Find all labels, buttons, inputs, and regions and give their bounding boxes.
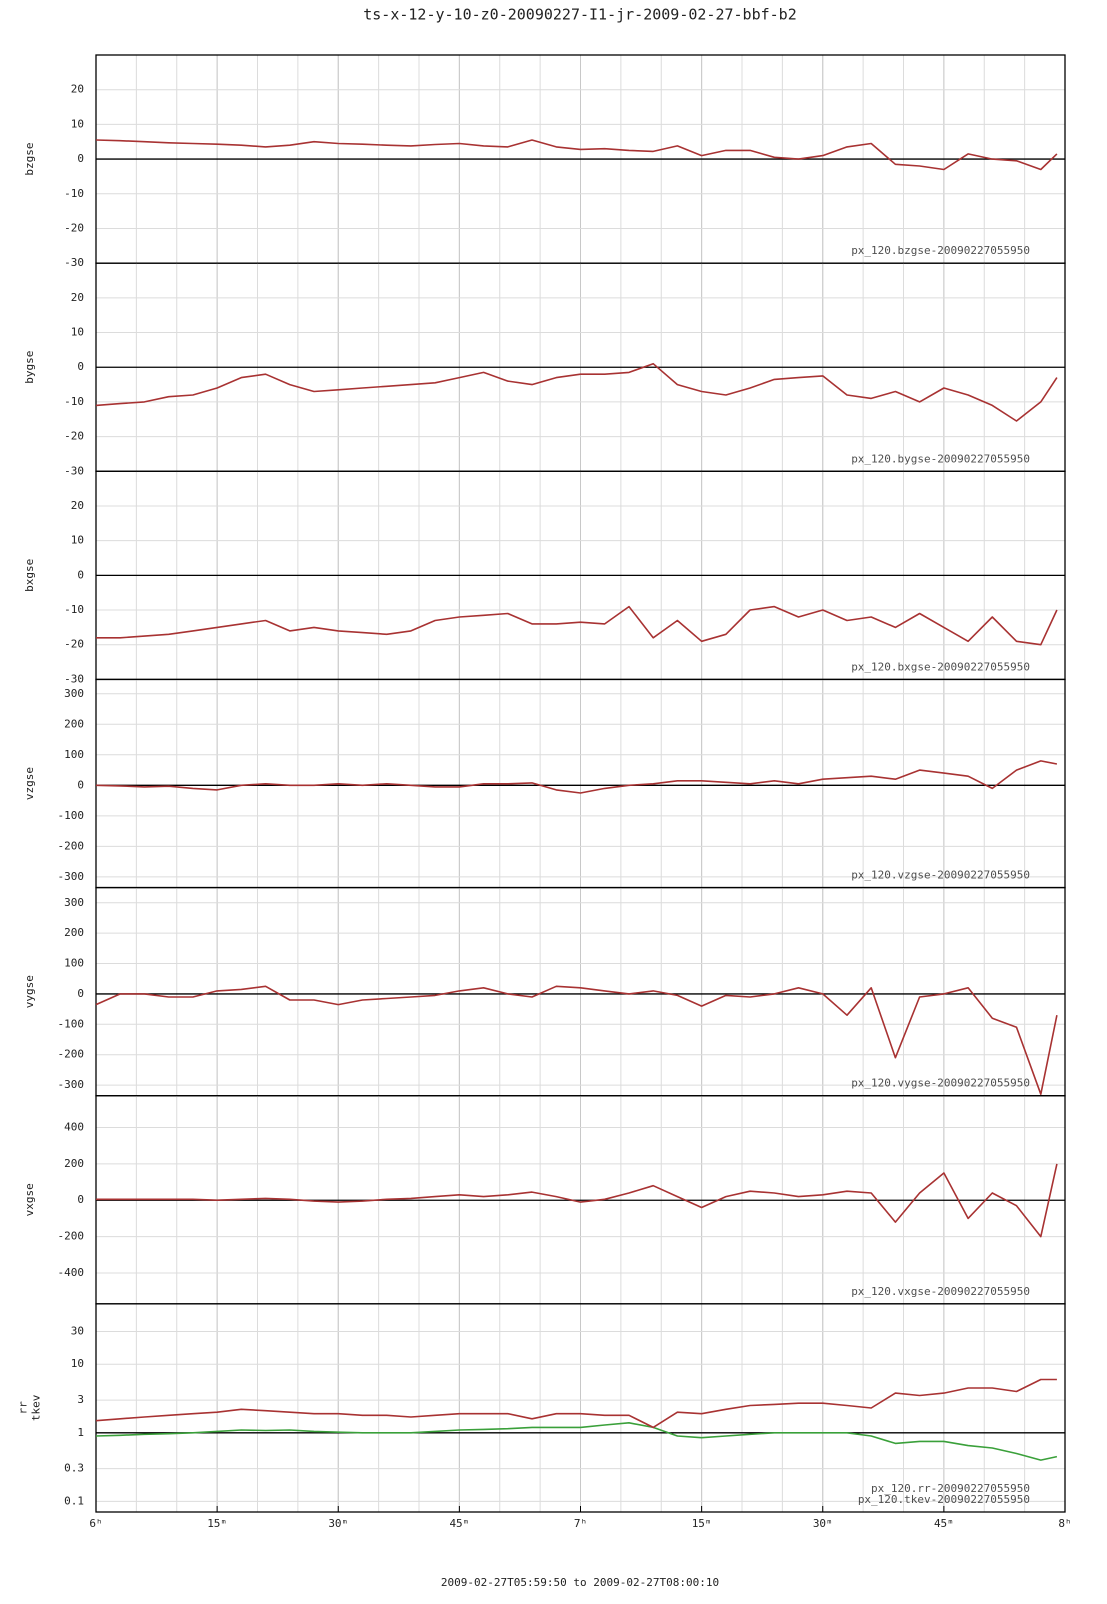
y-axis-label: vygse: [23, 975, 36, 1008]
y-tick-label: -300: [58, 870, 85, 883]
y-tick-label: -10: [64, 395, 84, 408]
y-tick-label: -20: [64, 430, 84, 443]
y-tick-label: 30: [71, 1325, 84, 1338]
x-tick-label: 45ᵐ: [934, 1517, 954, 1530]
y-tick-label: 0: [77, 360, 84, 373]
y-tick-label: -100: [58, 1017, 85, 1030]
y-tick-label: 20: [71, 83, 84, 96]
y-tick-label: 10: [71, 1357, 84, 1370]
y-tick-label: 10: [71, 534, 84, 547]
y-tick-label: -30: [64, 672, 84, 685]
y-tick-label: -10: [64, 187, 84, 200]
legend-label: px_120.bzgse-20090227055950: [851, 244, 1030, 257]
legend-label: px_120.bygse-20090227055950: [851, 452, 1030, 465]
y-tick-label: 3: [77, 1393, 84, 1406]
y-tick-label: 0.1: [64, 1494, 84, 1507]
y-tick-label: -400: [58, 1266, 85, 1279]
y-axis-label: tkev: [30, 1394, 43, 1421]
x-tick-label: 15ᵐ: [692, 1517, 712, 1530]
x-tick-label: 30ᵐ: [813, 1517, 833, 1530]
x-tick-label: 6ʰ: [89, 1517, 102, 1530]
legend-label: px_120.rr-20090227055950: [871, 1482, 1030, 1495]
y-tick-label: -20: [64, 221, 84, 234]
x-tick-label: 15ᵐ: [207, 1517, 227, 1530]
y-tick-label: 200: [64, 1157, 84, 1170]
y-tick-label: -200: [58, 1048, 85, 1061]
series-line: [95, 362, 1058, 422]
y-tick-label: -300: [58, 1078, 85, 1091]
legend-label: px_120.vxgse-20090227055950: [851, 1285, 1030, 1298]
y-tick-label: -30: [64, 256, 84, 269]
y-tick-label: 100: [64, 748, 84, 761]
panel-frame: [95, 1303, 1066, 1513]
y-tick-label: 0.3: [64, 1462, 84, 1475]
legend-label: px_120.tkev-20090227055950: [858, 1493, 1030, 1506]
y-axis-label: bxgse: [23, 559, 36, 592]
series-line: [95, 985, 1058, 1095]
y-axis-label: vxgse: [23, 1183, 36, 1216]
legend-label: px_120.vzgse-20090227055950: [851, 869, 1030, 882]
y-tick-label: 400: [64, 1121, 84, 1134]
y-axis-label: rr: [17, 1401, 30, 1415]
y-tick-label: 100: [64, 957, 84, 970]
y-tick-label: 0: [77, 987, 84, 1000]
y-tick-label: 0: [77, 152, 84, 165]
y-tick-label: 0: [77, 1193, 84, 1206]
y-tick-label: -20: [64, 638, 84, 651]
y-tick-label: -200: [58, 839, 85, 852]
y-tick-label: -30: [64, 464, 84, 477]
x-range-label: 2009-02-27T05:59:50 to 2009-02-27T08:00:…: [441, 1576, 719, 1589]
y-tick-label: -10: [64, 603, 84, 616]
series-line: [95, 139, 1058, 171]
x-tick-label: 7ʰ: [574, 1517, 587, 1530]
y-tick-label: -100: [58, 809, 85, 822]
y-tick-label: 10: [71, 326, 84, 339]
y-tick-label: 10: [71, 117, 84, 130]
y-axis-label: bzgse: [23, 143, 36, 176]
legend-label: px_120.bxgse-20090227055950: [851, 660, 1030, 673]
y-tick-label: 20: [71, 291, 84, 304]
y-tick-label: 300: [64, 687, 84, 700]
legend-label: px_120.vygse-20090227055950: [851, 1077, 1030, 1090]
y-tick-label: 0: [77, 778, 84, 791]
y-tick-label: 1: [77, 1426, 84, 1439]
y-tick-label: 300: [64, 896, 84, 909]
x-tick-label: 30ᵐ: [328, 1517, 348, 1530]
chart-title: ts-x-12-y-10-z0-20090227-I1-jr-2009-02-2…: [363, 6, 796, 24]
y-tick-label: 20: [71, 499, 84, 512]
y-tick-label: -200: [58, 1230, 85, 1243]
series-line: [95, 1422, 1058, 1461]
x-tick-label: 8ʰ: [1058, 1517, 1071, 1530]
series-line: [96, 605, 1058, 646]
series-line: [96, 1163, 1058, 1238]
y-tick-label: 0: [77, 568, 84, 581]
y-axis-label: bygse: [23, 351, 36, 384]
series-line: [95, 760, 1058, 794]
y-tick-label: 200: [64, 717, 84, 730]
series-line: [95, 1378, 1057, 1429]
x-tick-label: 45ᵐ: [449, 1517, 469, 1530]
y-tick-label: 200: [64, 926, 84, 939]
y-axis-label: vzgse: [23, 767, 36, 800]
